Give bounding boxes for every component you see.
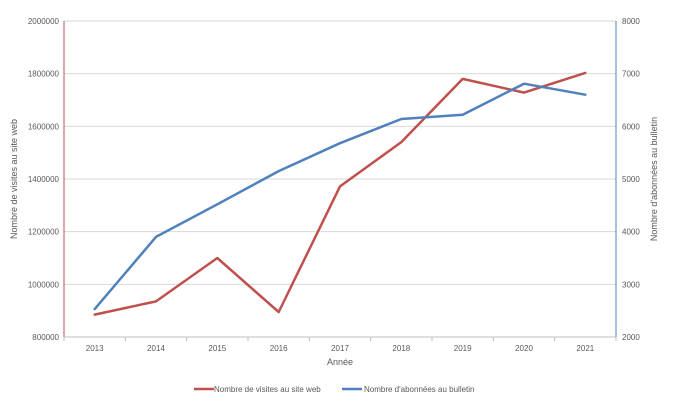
y-tick-label: 2000000 xyxy=(28,17,60,26)
series-line-abonnees xyxy=(93,82,587,311)
legend-label-visites: Nombre de visites au site web xyxy=(214,385,321,394)
y2-tick-label: 8000 xyxy=(622,17,640,26)
legend-label-abonnees: Nombre d'abonnées au bulletin xyxy=(364,385,475,394)
y2-tick-label: 7000 xyxy=(622,70,640,79)
x-tick-label: 2014 xyxy=(147,344,165,353)
x-axis-title: Année xyxy=(327,357,353,367)
x-tick-label: 2020 xyxy=(515,344,533,353)
y2-tick-label: 2000 xyxy=(622,333,640,342)
y-tick-label: 1600000 xyxy=(28,122,60,131)
legend: Nombre de visites au site web Nombre d'a… xyxy=(194,385,475,394)
x-tick-label: 2021 xyxy=(576,344,594,353)
series-lines xyxy=(93,71,587,316)
x-tick-label: 2013 xyxy=(86,344,104,353)
y-axis-title: Nombre de visites au site web xyxy=(9,119,19,239)
y2-tick-label: 4000 xyxy=(622,228,640,237)
y-tick-label: 800000 xyxy=(32,333,59,342)
x-tick-label: 2017 xyxy=(331,344,349,353)
y2-tick-label: 5000 xyxy=(622,175,640,184)
y-tick-label: 1200000 xyxy=(28,228,60,237)
y-tick-label: 1000000 xyxy=(28,280,60,289)
y-tick-label: 1400000 xyxy=(28,175,60,184)
x-tick-label: 2015 xyxy=(208,344,226,353)
x-tick-label: 2019 xyxy=(454,344,472,353)
gridlines xyxy=(64,20,616,285)
axes: 800000 1000000 1200000 1400000 1600000 180000… xyxy=(28,17,641,353)
x-tick-label: 2016 xyxy=(270,344,288,353)
y-tick-label: 1800000 xyxy=(28,70,60,79)
y2-tick-label: 6000 xyxy=(622,122,640,131)
y2-tick-label: 3000 xyxy=(622,280,640,289)
series-line-visites xyxy=(93,71,587,316)
y2-axis-title: Nombre d'abonnées au bulletin xyxy=(649,117,659,241)
x-tick-label: 2018 xyxy=(392,344,410,353)
